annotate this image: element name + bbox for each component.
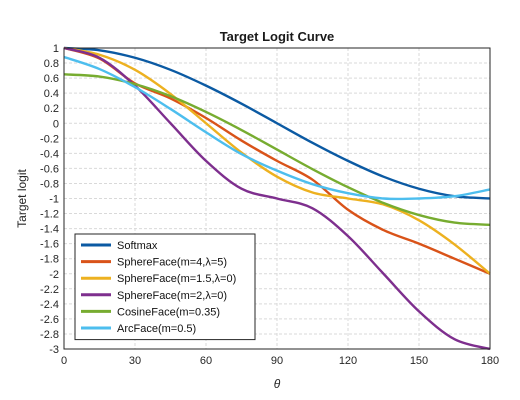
series-line-2 bbox=[63, 46, 491, 275]
grid bbox=[64, 48, 490, 349]
y-axis-title: Target logit bbox=[15, 168, 29, 227]
y-tick-label: -3 bbox=[49, 344, 59, 356]
y-tick-label: -2.2 bbox=[40, 284, 59, 296]
series-line-5 bbox=[63, 55, 491, 201]
y-tick-label: -0.8 bbox=[40, 178, 59, 190]
legend-label: SphereFace(m=2,λ=0) bbox=[117, 290, 227, 302]
x-tick-label: 30 bbox=[129, 355, 141, 367]
legend-label: CosineFace(m=0.35) bbox=[117, 306, 220, 318]
legend-box bbox=[74, 233, 256, 341]
y-tick-label: -2.4 bbox=[40, 299, 59, 311]
legend-label: ArcFace(m=0.5) bbox=[117, 323, 196, 335]
y-tick-label: -1.2 bbox=[40, 209, 59, 221]
y-tick-label: -0.4 bbox=[40, 148, 59, 160]
x-tick-label: 60 bbox=[200, 355, 212, 367]
y-tick-label: 0.6 bbox=[44, 73, 59, 85]
y-tick-label: -2 bbox=[49, 269, 59, 281]
series-line-3 bbox=[63, 46, 491, 351]
legend-label: Softmax bbox=[117, 240, 158, 252]
x-tick-label: 180 bbox=[481, 355, 499, 367]
series-line-0 bbox=[63, 46, 491, 200]
y-tick-label: 1 bbox=[53, 43, 59, 55]
y-tick-label: -0.6 bbox=[40, 163, 59, 175]
x-tick-label: 0 bbox=[61, 355, 67, 367]
series-line-4 bbox=[63, 73, 491, 227]
y-tick-label: -0.2 bbox=[40, 133, 59, 145]
y-tick-label: -2.6 bbox=[40, 314, 59, 326]
y-tick-label: 0.2 bbox=[44, 103, 59, 115]
legend-label: SphereFace(m=4,λ=5) bbox=[117, 257, 227, 269]
legend: Softmax SphereFace(m=4,λ=5) SphereFace(m=1… bbox=[74, 233, 256, 341]
plot-frame bbox=[63, 47, 491, 350]
y-tick-label: -1 bbox=[49, 194, 59, 206]
y-tick-label: -1.4 bbox=[40, 224, 59, 236]
tick-labels: 1 0.8 0.6 0.4 0.2 0 -0.2 -0.4 -0.6 -0.8 -1 -1.2 -1.4… bbox=[40, 43, 499, 367]
x-tick-label: 90 bbox=[271, 355, 283, 367]
y-tick-label: 0.8 bbox=[44, 58, 59, 70]
y-tick-label: -2.8 bbox=[40, 329, 59, 341]
series-lines bbox=[63, 46, 491, 351]
x-axis-title: θ bbox=[274, 377, 281, 391]
x-tick-label: 120 bbox=[339, 355, 357, 367]
y-tick-label: -1.6 bbox=[40, 239, 59, 251]
chart-title: Target Logit Curve bbox=[220, 29, 335, 44]
legend-label: SphereFace(m=1.5,λ=0) bbox=[117, 273, 236, 285]
x-tick-label: 150 bbox=[410, 355, 428, 367]
y-tick-label: 0.4 bbox=[44, 88, 59, 100]
y-tick-label: -1.8 bbox=[40, 254, 59, 266]
y-tick-label: 0 bbox=[53, 118, 59, 130]
